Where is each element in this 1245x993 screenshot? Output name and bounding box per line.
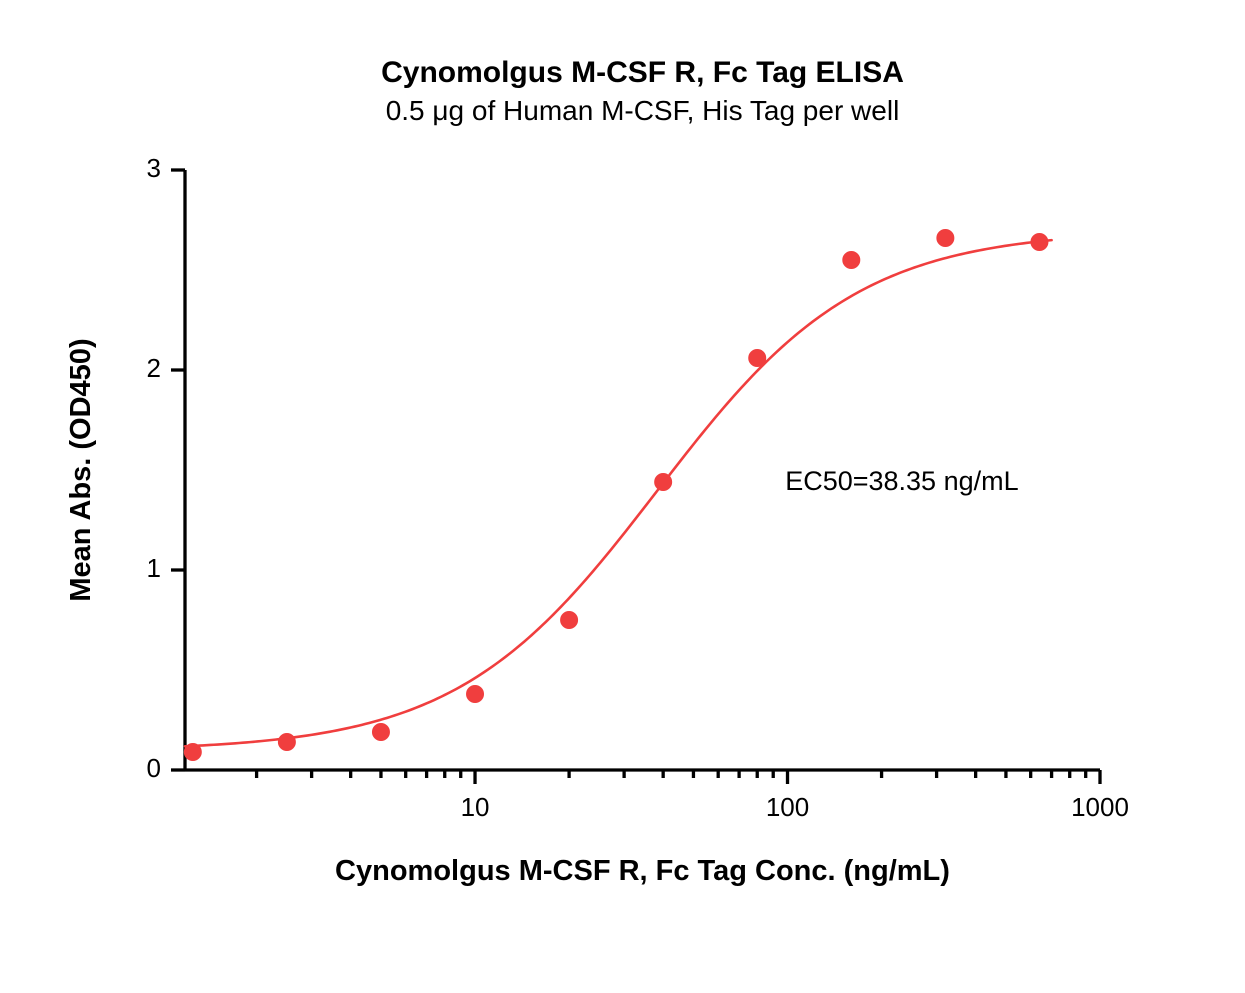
- data-point: [278, 734, 295, 751]
- chart-subtitle: 0.5 μg of Human M-CSF, His Tag per well: [386, 95, 900, 126]
- chart-container: Cynomolgus M-CSF R, Fc Tag ELISA 0.5 μg o…: [0, 0, 1245, 993]
- data-point: [749, 350, 766, 367]
- ec50-annotation: EC50=38.35 ng/mL: [785, 466, 1018, 496]
- x-tick-label: 100: [766, 792, 809, 822]
- y-tick-label: 1: [147, 553, 161, 583]
- data-point: [655, 474, 672, 491]
- x-tick-label: 1000: [1071, 792, 1129, 822]
- x-tick-label: 10: [461, 792, 490, 822]
- y-tick-label: 0: [147, 753, 161, 783]
- y-tick-label: 3: [147, 153, 161, 183]
- chart-svg: Cynomolgus M-CSF R, Fc Tag ELISA 0.5 μg o…: [0, 0, 1245, 993]
- data-point: [467, 686, 484, 703]
- data-point: [1031, 234, 1048, 251]
- data-point: [843, 252, 860, 269]
- y-tick-label: 2: [147, 353, 161, 383]
- x-axis-label: Cynomolgus M-CSF R, Fc Tag Conc. (ng/mL): [335, 855, 950, 887]
- data-point: [184, 744, 201, 761]
- data-point: [372, 724, 389, 741]
- chart-title: Cynomolgus M-CSF R, Fc Tag ELISA: [381, 56, 904, 89]
- data-point: [937, 230, 954, 247]
- data-point: [561, 612, 578, 629]
- y-axis-label: Mean Abs. (OD450): [65, 338, 97, 601]
